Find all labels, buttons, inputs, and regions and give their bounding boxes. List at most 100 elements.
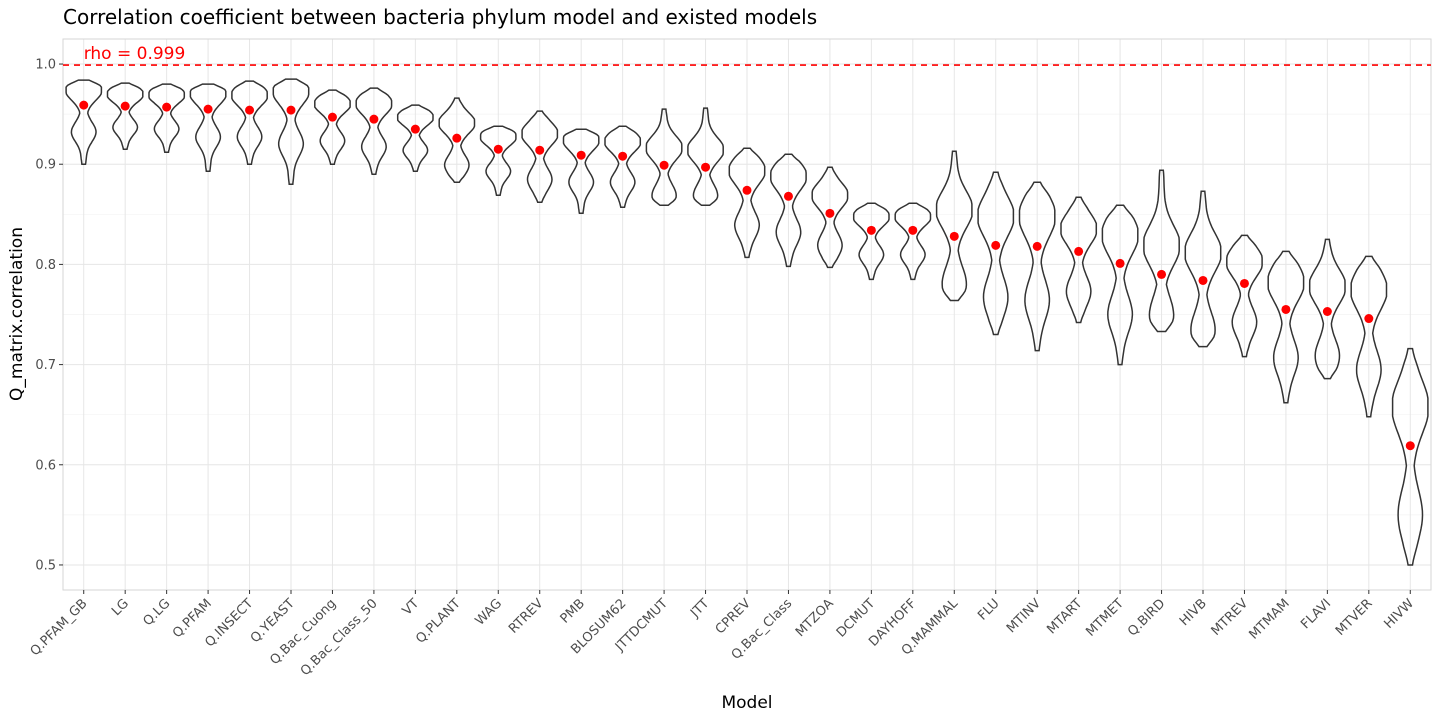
x-tick-label: MTZOA (793, 596, 837, 640)
violin-mtinv (1018, 181, 1056, 352)
mean-point-hivb (1198, 275, 1208, 285)
mean-point-blosum62 (618, 151, 628, 161)
violin-q-pfam-gb (65, 79, 103, 165)
x-tick-label: PMB (558, 596, 588, 626)
x-tick-label: MTMAM (1246, 596, 1292, 642)
mean-point-q-bac-class-50 (369, 114, 379, 124)
x-tick-label: WAG (473, 596, 505, 628)
violin-q-bac-cuong (314, 89, 351, 165)
mean-point-q-mammal (949, 231, 959, 241)
violin-mtmet (1101, 204, 1139, 366)
y-axis: 0.5 0.6 0.7 0.8 0.9 1.0 (35, 58, 63, 573)
violin-mtmam (1267, 250, 1305, 404)
violin-hivb (1184, 190, 1222, 348)
x-tick-label: MTMET (1083, 596, 1127, 640)
violin-dcmut (852, 202, 890, 281)
mean-point-jttdcmut (659, 160, 669, 170)
mean-point-q-pfam (203, 104, 213, 114)
violins (65, 78, 1429, 566)
y-tick-label: 0.8 (35, 258, 56, 273)
violin-jttdcmut (645, 108, 683, 207)
x-tick-label: LG (109, 596, 132, 619)
violin-q-insect (231, 80, 268, 165)
x-tick-label: FLAVI (1298, 596, 1334, 632)
violin-q-plant (438, 97, 476, 184)
violin-mtart (1060, 196, 1098, 324)
violin-pmb (562, 128, 600, 215)
x-tick-label: Q.Bac_Class_50 (298, 596, 381, 679)
x-tick-label: MTREV (1209, 596, 1252, 639)
mean-point-jtt (701, 162, 711, 172)
y-tick-label: 0.6 (35, 458, 56, 473)
y-tick-label: 1.0 (35, 58, 56, 73)
x-tick-label: MTART (1044, 596, 1085, 637)
violin-vt (396, 104, 434, 172)
y-axis-title: Q_matrix.correlation (7, 227, 27, 401)
x-tick-label: CPREV (713, 596, 754, 637)
mean-point-flavi (1322, 306, 1332, 316)
violin-q-bac-class-50 (355, 87, 393, 175)
violin-blosum62 (604, 125, 642, 209)
x-axis-title: Model (721, 693, 772, 713)
mean-point-q-lg (162, 102, 172, 112)
violin-rtrev (521, 110, 559, 204)
violin-q-yeast (272, 78, 310, 186)
mean-point-mtver (1364, 314, 1374, 324)
violin-hivw (1391, 347, 1429, 566)
violin-q-mammal (935, 150, 973, 302)
mean-point-mtmet (1115, 258, 1125, 268)
mean-point-cprev (742, 185, 752, 195)
mean-point-q-bac-class (783, 191, 793, 201)
mean-point-q-insect (245, 105, 255, 115)
violin-mtzoa (811, 166, 849, 269)
x-axis: Q.PFAM_GB LG Q.LGQ.PFAMQ.INSECTQ.YEASTQ.Ba… (28, 590, 1417, 679)
mean-point-mtzoa (825, 208, 835, 218)
mean-point-mtrev (1239, 278, 1249, 288)
x-tick-label: MTVER (1333, 596, 1376, 639)
x-tick-label: Q.PFAM_GB (28, 596, 91, 659)
violin-flu (977, 171, 1015, 336)
violin-mtrev (1226, 234, 1263, 358)
y-tick-label: 0.9 (35, 158, 56, 173)
violin-q-bac-class (770, 153, 807, 268)
mean-point-vt (410, 124, 420, 134)
mean-point-q-pfam-gb (79, 100, 89, 110)
mean-point-lg (120, 101, 130, 111)
mean-point-pmb (576, 150, 586, 160)
mean-point-hivw (1405, 441, 1415, 451)
x-tick-label: Q.PLANT (413, 596, 463, 646)
violin-flavi (1308, 238, 1346, 380)
x-tick-label: MTINV (1004, 596, 1044, 636)
y-tick-label: 0.5 (35, 558, 56, 573)
x-tick-label: Q.BIRD (1125, 596, 1168, 639)
grid-lines (63, 39, 1431, 590)
x-tick-label: JTT (687, 596, 712, 621)
x-tick-label: RTREV (506, 596, 546, 636)
mean-point-dcmut (866, 225, 876, 235)
violin-lg (106, 82, 144, 150)
mean-point-q-plant (452, 133, 462, 143)
mean-point-q-yeast (286, 105, 296, 115)
mean-points (79, 100, 1415, 451)
mean-point-q-bac-cuong (327, 112, 337, 122)
violin-q-lg (148, 83, 186, 153)
x-tick-label: VT (400, 596, 423, 619)
x-tick-label: HIVB (1177, 596, 1210, 629)
mean-point-q-bird (1157, 269, 1167, 279)
mean-point-mtart (1074, 246, 1084, 256)
mean-point-mtmam (1281, 304, 1291, 314)
mean-point-flu (991, 240, 1001, 250)
mean-point-mtinv (1032, 241, 1042, 251)
chart-title: Correlation coefficient between bacteria… (63, 5, 817, 29)
mean-point-wag (493, 144, 503, 154)
x-tick-label: HIVW (1381, 596, 1417, 632)
violin-mtver (1350, 255, 1388, 418)
x-tick-label: Q.LG (140, 596, 173, 629)
violin-cprev (728, 147, 766, 259)
violin-q-pfam (189, 83, 227, 172)
reference-line-label: rho = 0.999 (84, 44, 186, 64)
mean-point-rtrev (535, 145, 545, 155)
x-tick-label: FLU (975, 596, 1002, 623)
violin-wag (479, 125, 517, 197)
